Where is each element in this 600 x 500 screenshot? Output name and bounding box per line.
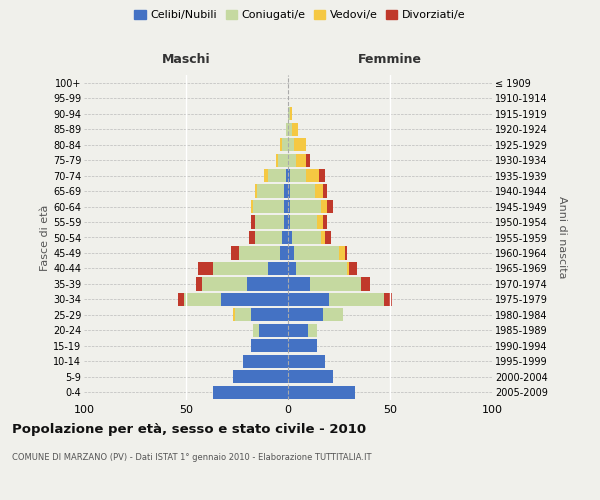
Bar <box>288 340 317 352</box>
Bar <box>212 262 268 275</box>
Bar <box>253 324 259 337</box>
Bar <box>268 169 286 182</box>
Bar <box>286 169 288 182</box>
Bar <box>251 308 288 322</box>
Bar <box>384 293 392 306</box>
Bar <box>296 154 307 166</box>
Bar <box>251 340 288 352</box>
Text: Femmine: Femmine <box>358 52 422 66</box>
Bar <box>317 216 323 228</box>
Bar <box>288 370 333 384</box>
Bar <box>288 138 294 151</box>
Bar <box>280 246 288 260</box>
Bar <box>178 293 184 306</box>
Bar <box>196 278 202 290</box>
Bar <box>247 278 288 290</box>
Bar <box>286 122 288 136</box>
Bar <box>292 122 298 136</box>
Bar <box>323 308 343 322</box>
Bar <box>235 308 251 322</box>
Bar <box>296 262 347 275</box>
Bar <box>294 138 307 151</box>
Bar <box>288 386 355 399</box>
Bar <box>253 200 284 213</box>
Bar <box>268 262 288 275</box>
Bar <box>307 169 319 182</box>
Bar <box>212 386 288 399</box>
Bar <box>288 262 296 275</box>
Bar <box>221 293 288 306</box>
Bar <box>347 262 349 275</box>
Bar <box>308 324 317 337</box>
Bar <box>198 262 212 275</box>
Bar <box>290 184 314 198</box>
Text: Maschi: Maschi <box>161 52 211 66</box>
Bar <box>290 216 317 228</box>
Bar <box>288 293 329 306</box>
Bar <box>290 200 320 213</box>
Bar <box>307 154 310 166</box>
Bar <box>288 154 296 166</box>
Bar <box>184 293 221 306</box>
Bar <box>288 122 292 136</box>
Bar <box>251 216 256 228</box>
Bar <box>257 184 284 198</box>
Bar <box>256 184 257 198</box>
Bar <box>249 231 256 244</box>
Bar <box>202 278 247 290</box>
Bar <box>282 231 288 244</box>
Bar <box>256 216 284 228</box>
Bar <box>233 370 288 384</box>
Bar <box>256 231 282 244</box>
Bar <box>345 246 347 260</box>
Bar <box>290 107 292 120</box>
Bar <box>263 169 268 182</box>
Bar <box>231 246 239 260</box>
Bar <box>325 231 331 244</box>
Bar <box>288 231 292 244</box>
Bar <box>292 231 320 244</box>
Bar <box>280 138 282 151</box>
Y-axis label: Anni di nascita: Anni di nascita <box>557 196 567 279</box>
Bar <box>319 169 325 182</box>
Bar <box>288 200 290 213</box>
Bar <box>323 216 327 228</box>
Bar <box>294 246 339 260</box>
Bar <box>284 200 288 213</box>
Bar <box>288 184 290 198</box>
Bar <box>276 154 278 166</box>
Y-axis label: Fasce di età: Fasce di età <box>40 204 50 270</box>
Bar <box>361 278 370 290</box>
Bar <box>290 169 307 182</box>
Bar <box>259 324 288 337</box>
Bar <box>233 308 235 322</box>
Bar <box>320 231 325 244</box>
Text: COMUNE DI MARZANO (PV) - Dati ISTAT 1° gennaio 2010 - Elaborazione TUTTITALIA.IT: COMUNE DI MARZANO (PV) - Dati ISTAT 1° g… <box>12 452 371 462</box>
Bar <box>288 246 294 260</box>
Bar <box>327 200 333 213</box>
Bar <box>288 107 290 120</box>
Bar <box>288 354 325 368</box>
Bar <box>288 169 290 182</box>
Bar <box>251 200 253 213</box>
Bar <box>339 246 345 260</box>
Bar <box>310 278 361 290</box>
Bar <box>288 324 308 337</box>
Bar <box>288 308 323 322</box>
Bar <box>288 216 290 228</box>
Bar <box>278 154 288 166</box>
Bar <box>314 184 323 198</box>
Bar <box>349 262 358 275</box>
Bar <box>284 216 288 228</box>
Bar <box>320 200 327 213</box>
Bar <box>282 138 288 151</box>
Text: Popolazione per età, sesso e stato civile - 2010: Popolazione per età, sesso e stato civil… <box>12 422 366 436</box>
Bar <box>284 184 288 198</box>
Bar <box>239 246 280 260</box>
Bar <box>243 354 288 368</box>
Bar <box>323 184 327 198</box>
Bar <box>288 278 310 290</box>
Bar <box>329 293 384 306</box>
Legend: Celibi/Nubili, Coniugati/e, Vedovi/e, Divorziati/e: Celibi/Nubili, Coniugati/e, Vedovi/e, Di… <box>130 6 470 25</box>
